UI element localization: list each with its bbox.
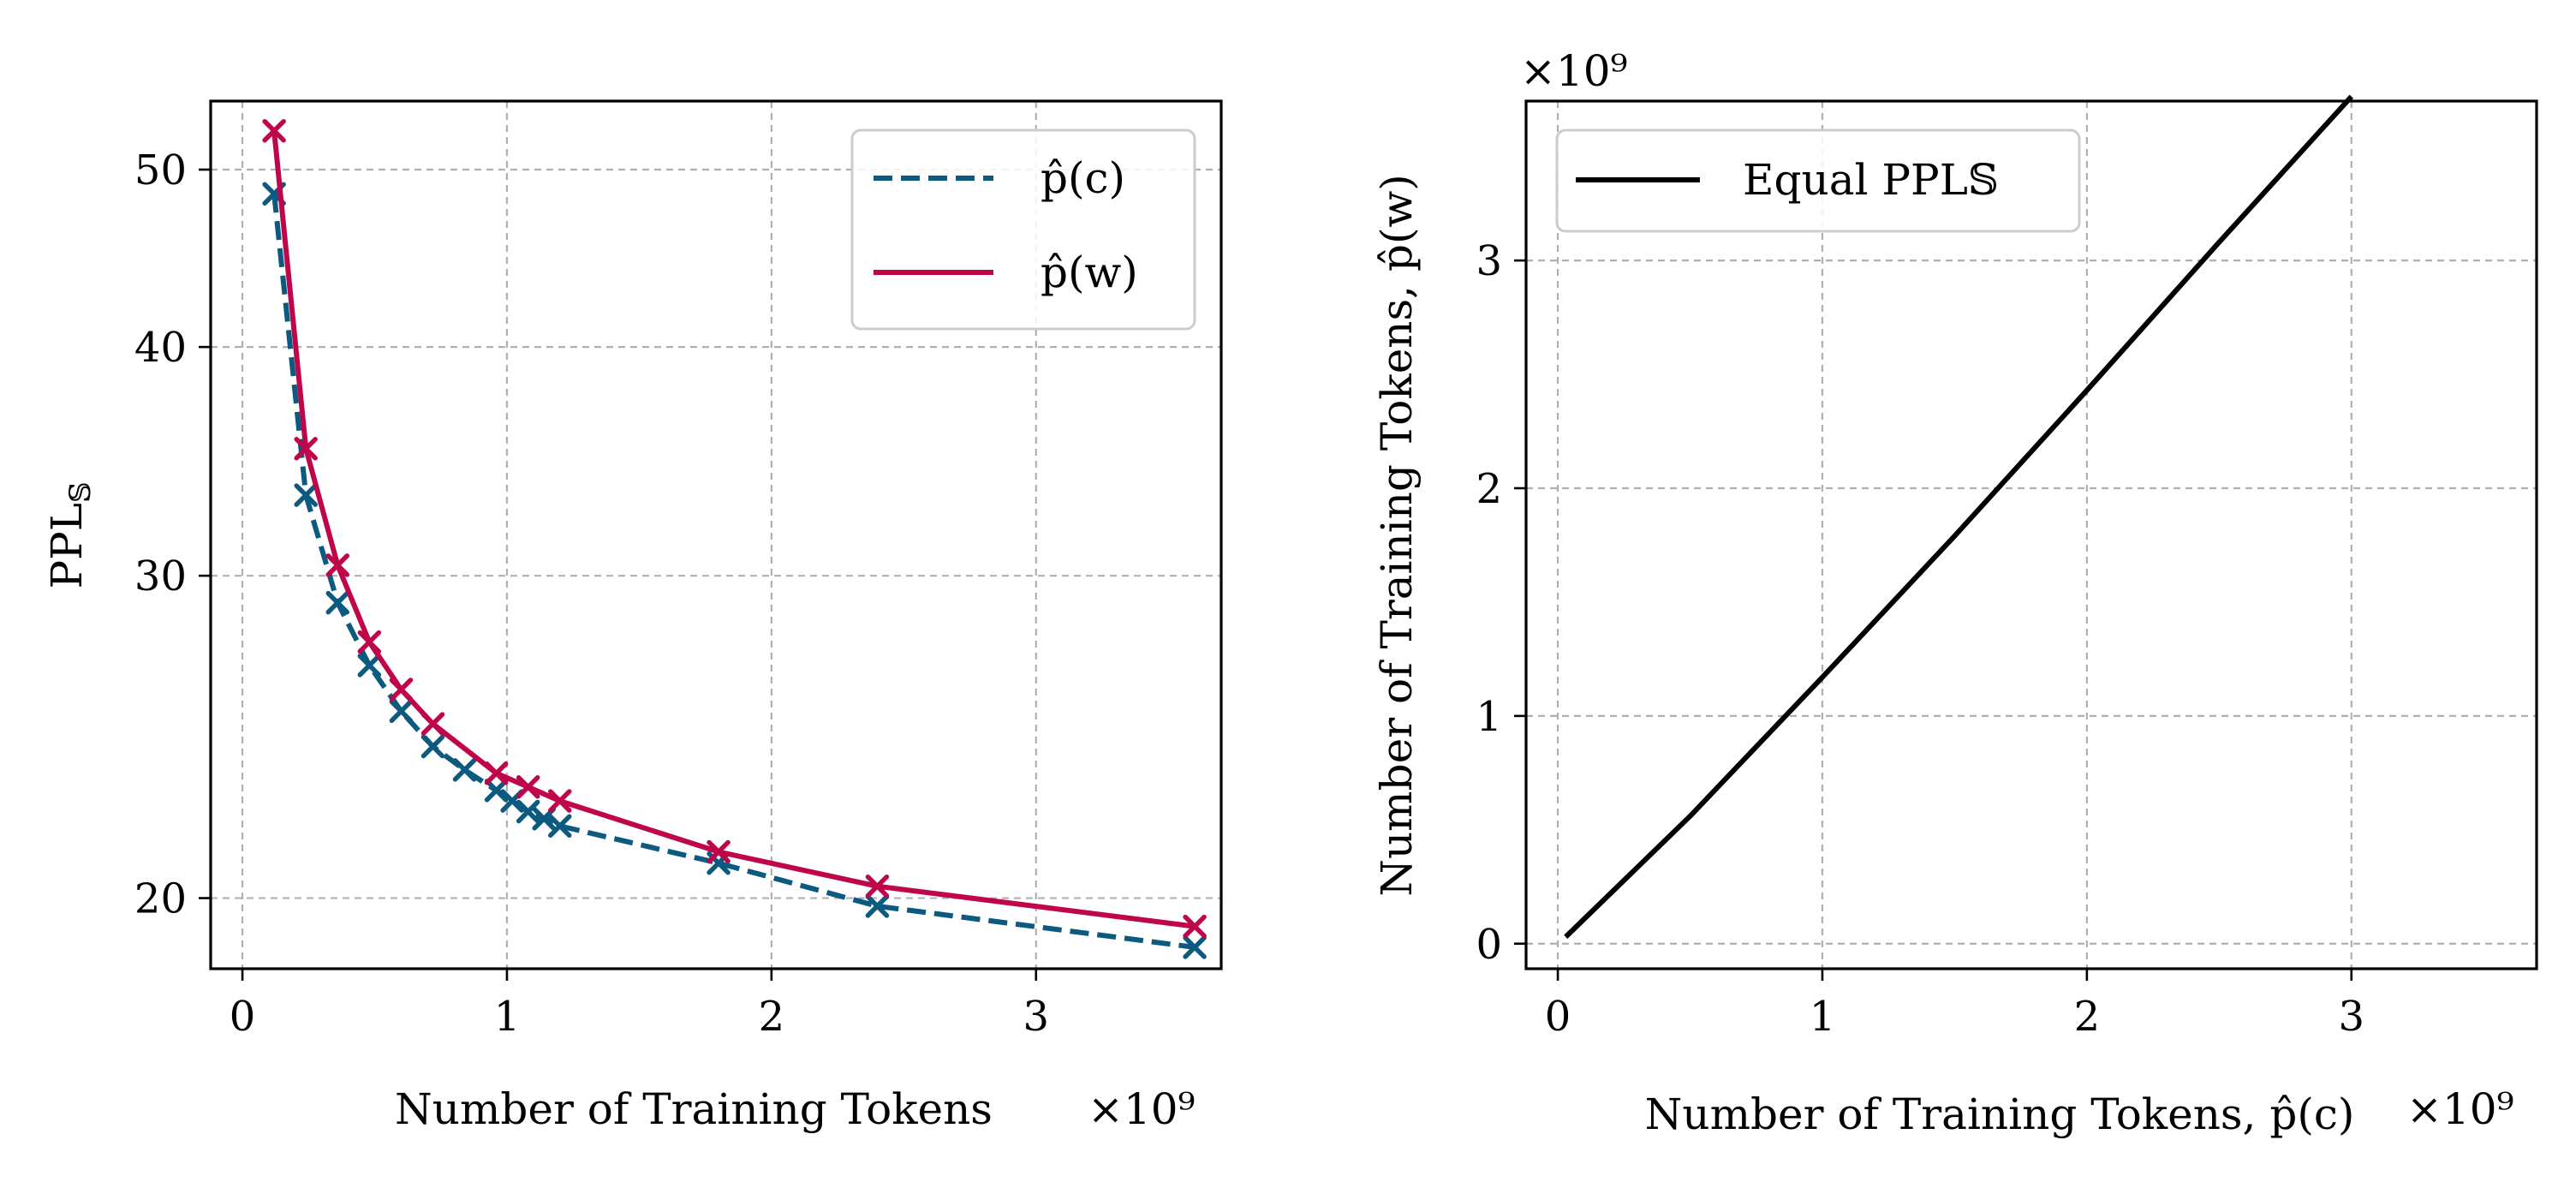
left-series-0-marker [547, 814, 572, 839]
left-x-tick-label: 0 [230, 993, 256, 1041]
left-y-tick-label: 30 [134, 552, 187, 600]
left-y-axis-label: PPL𝕊 [42, 481, 98, 588]
left-legend: p̂(c) p̂(w) [850, 128, 1196, 331]
right-x-tick-label: 0 [1545, 993, 1571, 1041]
right-x-multiplier: ×10⁹ [2406, 1084, 2514, 1134]
left-series-1-marker [389, 678, 414, 701]
left-series-0-marker [452, 758, 477, 782]
left-plot-frame [209, 99, 1223, 970]
right-series-line-0 [1564, 94, 2354, 939]
right-x-tick-label: 3 [2338, 993, 2364, 1041]
left-series-0-marker [1183, 935, 1207, 959]
left-series-1-marker [262, 118, 286, 143]
left-series-1-marker [865, 874, 890, 898]
right-y-tick-label: 3 [1476, 237, 1502, 285]
left-series-1-marker [357, 630, 382, 654]
left-series-0-marker [294, 483, 318, 507]
right-legend: Equal PPL𝕊 [1555, 128, 2081, 233]
left-series-1-marker [1183, 914, 1207, 939]
left-y-label-base: PPL [42, 503, 92, 589]
left-series-0-marker [389, 699, 414, 724]
right-x-axis-label: Number of Training Tokens, p̂(c) [1645, 1089, 2355, 1139]
right-legend-box [1555, 128, 2081, 233]
left-series-1-marker [516, 775, 540, 799]
left-series-1-marker [294, 437, 318, 461]
right-y-tick-label: 1 [1476, 693, 1502, 741]
left-x-axis-label: Number of Training Tokens [395, 1084, 993, 1134]
left-series-1-marker [707, 839, 730, 864]
left-chart: 0 1 2 3 20 30 40 50 Number of Training Tokens ×… [42, 99, 1223, 1134]
left-x-tick-label: 1 [494, 993, 521, 1041]
left-legend-box [850, 128, 1196, 331]
right-y-tick-label: 2 [1476, 465, 1502, 513]
left-series-0-marker [420, 734, 445, 759]
left-series-0-marker [484, 779, 509, 803]
left-series-1-marker [484, 761, 509, 785]
legend-label-w: p̂(w) [1041, 248, 1138, 297]
left-x-multiplier: ×10⁹ [1088, 1084, 1196, 1134]
right-gridlines [1526, 101, 2537, 969]
left-x-tick-label: 2 [759, 993, 785, 1041]
right-y-multiplier: ×10⁹ [1520, 46, 1628, 96]
right-y-tick-label: 0 [1476, 921, 1502, 969]
left-y-tick-label: 20 [134, 875, 187, 923]
left-series-1-marker [547, 789, 572, 813]
legend-label-c: p̂(c) [1041, 153, 1125, 203]
legend-label-equal: Equal PPL𝕊 [1743, 155, 1999, 205]
right-ticks: 0 1 2 3 0 1 2 3 [1476, 237, 2364, 1041]
left-series-line-1 [271, 130, 1196, 929]
left-series-1-marker [420, 712, 445, 736]
left-series-0-marker [516, 799, 540, 824]
left-y-tick-label: 50 [134, 146, 187, 194]
right-series-layer [1564, 94, 2354, 939]
left-y-tick-label: 40 [134, 324, 187, 372]
right-chart: 0 1 2 3 0 1 2 3 ×10⁹ Number of Training Tokens,… [1372, 46, 2538, 1139]
left-series-0-marker [325, 590, 350, 615]
left-series-layer [262, 118, 1207, 959]
left-ticks: 0 1 2 3 20 30 40 50 [134, 146, 1049, 1041]
right-x-tick-label: 2 [2074, 993, 2101, 1041]
left-x-tick-label: 3 [1023, 993, 1049, 1041]
left-series-0-marker [357, 654, 382, 678]
left-y-label-sub: 𝕊 [63, 481, 98, 503]
left-series-1-marker [325, 553, 350, 577]
left-series-0-marker [865, 894, 890, 918]
right-y-axis-label: Number of Training Tokens, p̂(w) [1372, 174, 1422, 897]
right-x-tick-label: 1 [1810, 993, 1836, 1041]
right-plot-frame [1524, 99, 2538, 970]
